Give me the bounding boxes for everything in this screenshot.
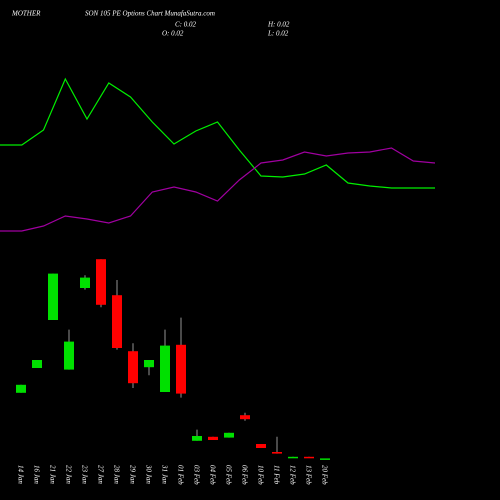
ohlc-label: O: 0.02 [162,30,184,38]
ohlc-label: C: 0.02 [175,21,197,29]
candle-body [96,259,106,305]
candle-body [272,452,282,454]
x-tick-label: 29 Jan [128,465,136,484]
x-tick-label: 23 Jan [80,465,88,484]
x-tick-label: 14 Jan [16,465,24,484]
candle-body [256,444,266,448]
candle-body [128,351,138,384]
candle-body [224,432,234,438]
indicator-line [0,77,435,189]
x-tick-label: 13 Feb [304,465,312,485]
candle-body [240,415,250,420]
candle-body [144,360,154,368]
candle-body [32,360,42,368]
x-tick-label: 06 Feb [240,465,248,485]
x-tick-label: 22 Jan [64,465,72,484]
x-tick-label: 10 Feb [256,465,264,485]
chart-title: MOTHER [11,10,41,18]
x-tick-label: 27 Jan [96,465,104,484]
candle-body [160,345,170,392]
x-tick-label: 20 Feb [320,465,328,485]
x-tick-label: 03 Feb [192,465,200,485]
candle-body [304,456,314,459]
candle-body [176,344,186,394]
x-tick-label: 16 Jan [32,465,40,484]
x-tick-label: 05 Feb [224,465,232,485]
indicator-line [0,147,436,232]
x-tick-label: 11 Feb [272,465,280,485]
ohlc-label: L: 0.02 [267,30,289,38]
candle-body [192,436,202,441]
candle-body [80,277,90,288]
candle-body [320,458,330,460]
x-tick-label: 28 Jan [112,465,120,484]
candle-body [288,456,298,459]
x-tick-label: 30 Jan [144,464,152,484]
candle-body [208,436,218,440]
x-tick-label: 31 Jan [160,464,168,484]
chart-title: SON 105 PE Options Chart MunafaSutra.com [85,10,215,18]
candle-body [16,384,26,393]
candle-body [48,273,58,320]
x-tick-label: 21 Jan [48,465,56,484]
x-tick-label: 12 Feb [288,465,296,485]
candle-body [64,341,74,370]
x-tick-label: 04 Feb [208,465,216,485]
x-tick-label: 01 Feb [176,465,184,485]
candle-body [112,295,122,348]
ohlc-label: H: 0.02 [267,21,290,29]
